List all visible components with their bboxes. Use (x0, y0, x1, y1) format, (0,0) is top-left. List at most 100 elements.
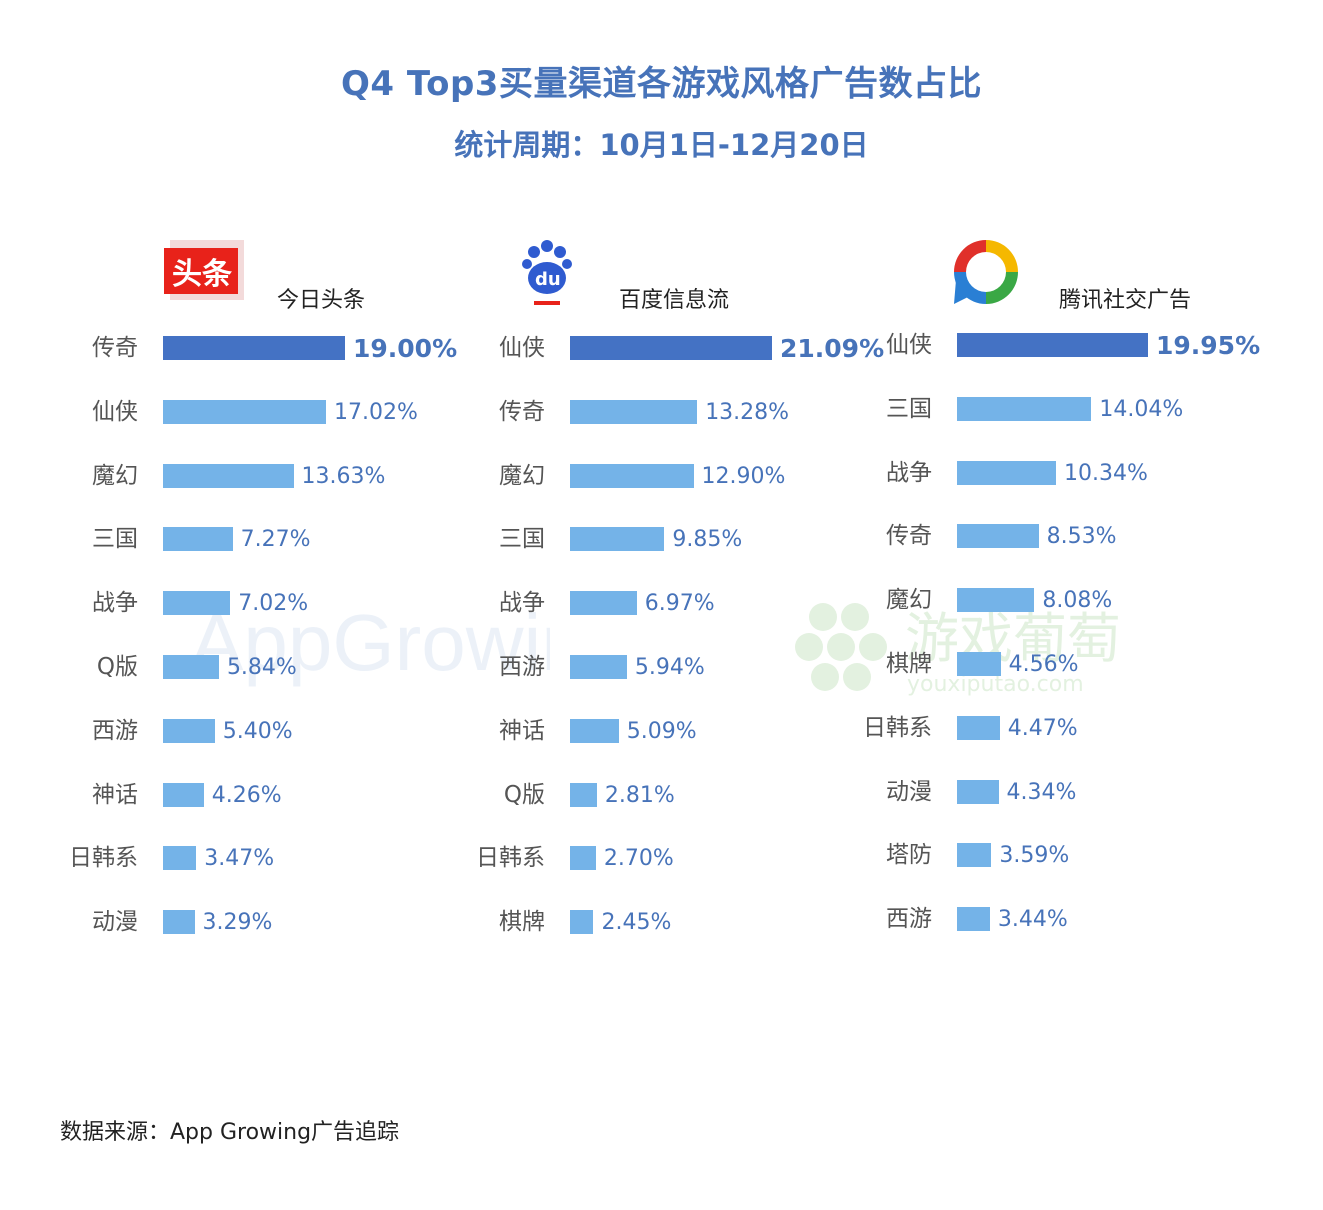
bar-tencent (957, 843, 992, 868)
bar-toutiao (163, 399, 327, 424)
category-label-toutiao: Q版 (96, 654, 138, 680)
bar-baidu (570, 336, 772, 360)
value-label-baidu: 2.70% (603, 846, 674, 872)
chart-title: Q4 Top3买量渠道各游戏风格广告数占比 (341, 64, 982, 104)
bar-tencent (957, 588, 1035, 613)
value-label-tencent: 3.44% (997, 907, 1068, 933)
bar-baidu (570, 846, 596, 871)
bar-tencent (957, 907, 990, 932)
category-label-toutiao: 神话 (92, 781, 138, 808)
value-label-baidu: 21.09% (780, 334, 885, 363)
category-label-toutiao: 传奇 (92, 335, 138, 361)
bar-tencent (957, 715, 1000, 740)
value-label-tencent: 4.56% (1008, 652, 1079, 677)
bar-toutiao (163, 846, 197, 871)
category-label-tencent: 仙侠 (886, 332, 932, 358)
category-label-tencent: 战争 (886, 459, 932, 486)
bar-baidu (570, 718, 619, 743)
value-label-toutiao: 3.47% (204, 846, 275, 872)
bar-toutiao (163, 910, 195, 935)
data-source-note: 数据来源：App Growing广告追踪 (60, 1120, 400, 1145)
channel-name-baidu: 百度信息流 (619, 288, 730, 313)
bar-baidu (570, 399, 698, 424)
value-label-toutiao: 19.00% (353, 334, 458, 363)
value-label-toutiao: 5.40% (222, 718, 293, 744)
category-label-baidu: 神话 (499, 717, 545, 744)
bar-toutiao (163, 463, 294, 488)
category-label-baidu: 仙侠 (499, 335, 545, 361)
bar-baidu (570, 463, 694, 488)
category-label-toutiao: 动漫 (92, 909, 138, 936)
category-label-tencent: 塔防 (886, 842, 932, 869)
bar-toutiao (163, 718, 215, 743)
value-label-baidu: 12.90% (701, 463, 786, 489)
value-label-toutiao: 3.29% (202, 910, 273, 936)
bar-baidu (570, 527, 665, 552)
category-label-toutiao: 西游 (92, 717, 138, 744)
svg-text:头条: 头条 (172, 257, 232, 292)
value-label-tencent: 4.34% (1006, 779, 1077, 805)
value-label-toutiao: 7.27% (240, 527, 311, 553)
channel-name-tencent: 腾讯社交广告 (1059, 288, 1192, 313)
value-label-toutiao: 4.26% (211, 782, 282, 808)
toutiao-logo: 头条 (164, 240, 244, 300)
bar-tencent (957, 652, 1001, 676)
value-label-baidu: 6.97% (644, 591, 715, 617)
bar-tencent (957, 524, 1039, 549)
bar-tencent (957, 333, 1148, 357)
value-label-toutiao: 7.02% (238, 591, 309, 617)
bar-baidu (570, 782, 597, 807)
value-label-tencent: 8.53% (1046, 524, 1117, 550)
bar-toutiao (163, 655, 219, 679)
category-label-tencent: 魔幻 (886, 587, 932, 614)
bar-toutiao (163, 782, 204, 807)
value-label-baidu: 2.45% (601, 910, 672, 936)
value-label-tencent: 4.47% (1007, 715, 1078, 741)
category-label-baidu: 棋牌 (499, 909, 545, 936)
value-label-tencent: 10.34% (1063, 460, 1148, 486)
category-label-baidu: Q版 (503, 781, 545, 808)
bar-baidu (570, 655, 627, 679)
bar-tencent (957, 396, 1092, 421)
category-label-tencent: 动漫 (886, 778, 932, 805)
value-label-tencent: 3.59% (999, 843, 1070, 869)
category-label-toutiao: 仙侠 (92, 398, 138, 425)
chart-subtitle: 统计周期：10月1日-12月20日 (454, 128, 869, 162)
bar-toutiao (163, 591, 231, 616)
bar-toutiao (163, 336, 345, 360)
value-label-toutiao: 13.63% (301, 463, 386, 489)
category-label-toutiao: 三国 (92, 526, 138, 553)
category-label-toutiao: 魔幻 (92, 462, 138, 489)
category-label-baidu: 三国 (499, 526, 545, 553)
category-label-tencent: 西游 (886, 906, 932, 933)
category-label-baidu: 日韩系 (476, 845, 545, 872)
category-label-baidu: 魔幻 (499, 462, 545, 489)
bar-toutiao (163, 527, 233, 552)
value-label-baidu: 2.81% (604, 782, 675, 808)
category-label-baidu: 传奇 (499, 398, 545, 425)
category-label-baidu: 西游 (499, 654, 545, 680)
value-label-toutiao: 5.84% (226, 655, 297, 680)
category-label-toutiao: 战争 (92, 590, 138, 617)
bar-baidu (570, 591, 637, 616)
value-label-tencent: 19.95% (1156, 331, 1261, 360)
bar-tencent (957, 779, 999, 804)
value-label-baidu: 9.85% (672, 527, 743, 553)
bar-tencent (957, 460, 1056, 485)
category-label-toutiao: 日韩系 (69, 845, 138, 872)
category-label-tencent: 传奇 (886, 523, 932, 550)
tencent-ads-logo (954, 240, 1018, 304)
baidu-paw-logo: du (522, 240, 572, 305)
value-label-tencent: 14.04% (1099, 396, 1184, 422)
bar-baidu (570, 910, 594, 935)
channel-name-toutiao: 今日头条 (277, 288, 366, 313)
category-label-tencent: 棋牌 (886, 651, 932, 677)
category-label-tencent: 三国 (886, 395, 932, 422)
category-label-tencent: 日韩系 (863, 714, 932, 741)
category-label-baidu: 战争 (499, 590, 545, 617)
value-label-baidu: 5.09% (626, 718, 697, 744)
value-label-tencent: 8.08% (1042, 588, 1113, 614)
value-label-baidu: 13.28% (705, 399, 790, 425)
svg-text:du: du (535, 269, 561, 290)
value-label-toutiao: 17.02% (334, 399, 418, 425)
